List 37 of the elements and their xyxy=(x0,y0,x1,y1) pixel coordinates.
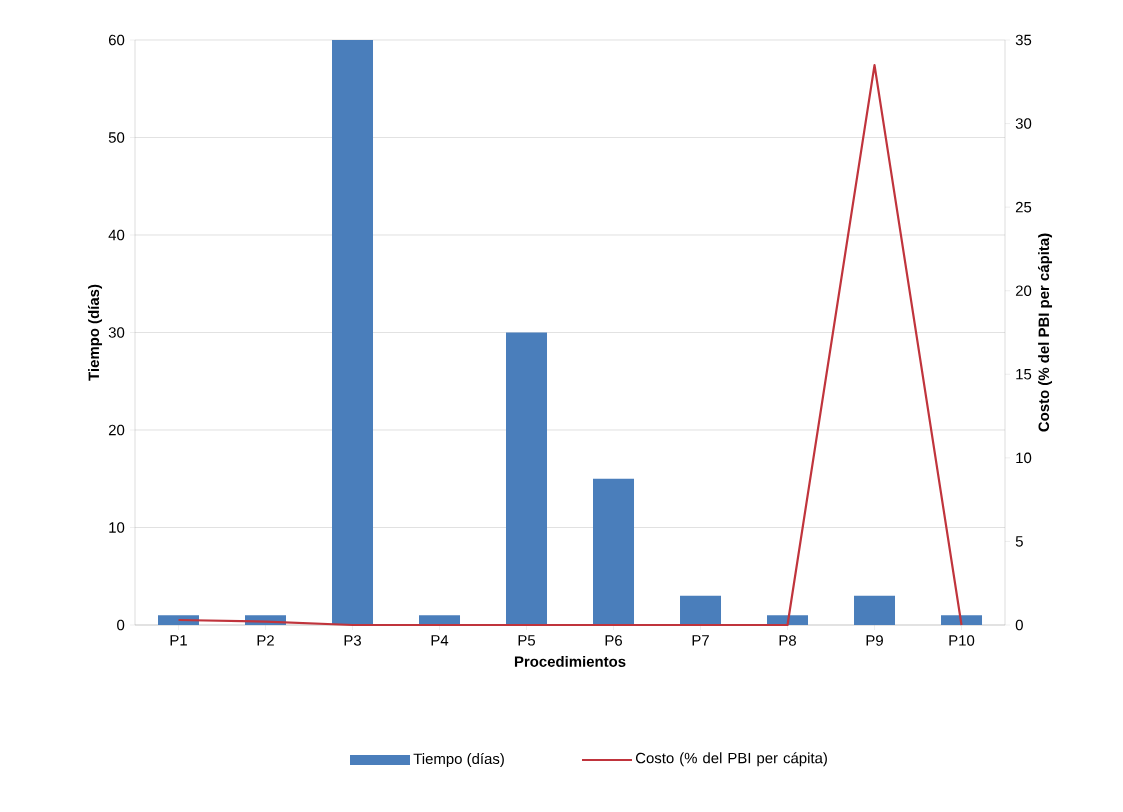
y2-tick-label: 20 xyxy=(1015,285,1032,296)
y2-tick-label: 30 xyxy=(1015,118,1032,129)
x-tick-label: P3 xyxy=(344,635,361,646)
y-tick-label: 50 xyxy=(108,132,125,143)
x-tick-label: P6 xyxy=(605,635,622,646)
y2-tick-label: 5 xyxy=(1015,536,1023,547)
legend-label: Tiempo (días) xyxy=(413,752,504,768)
y2-tick-label: 10 xyxy=(1016,452,1032,464)
y2-tick-label: 0 xyxy=(1015,619,1023,631)
x-tick-label: P4 xyxy=(431,635,449,646)
y2-tick-label: 15 xyxy=(1016,369,1032,380)
bar xyxy=(854,595,896,625)
y2-axis-title: Costo (% del PBI per cápita) xyxy=(1037,233,1053,432)
bar xyxy=(767,615,809,625)
legend-label: Costo (% del PBI per cápita) xyxy=(635,752,827,767)
y-tick-label: 10 xyxy=(109,522,125,533)
x-tick-label: P10 xyxy=(949,635,975,646)
x-tick-label: P5 xyxy=(518,635,536,646)
bar xyxy=(506,332,547,625)
x-axis-title: Procedimientos xyxy=(514,655,626,667)
y-tick-label: 30 xyxy=(108,327,125,338)
y-tick-label: 60 xyxy=(108,34,125,46)
x-tick-label: P8 xyxy=(779,635,796,646)
y-tick-label: 40 xyxy=(108,229,125,241)
bar xyxy=(680,595,722,625)
bar xyxy=(593,478,635,625)
x-tick-label: P1 xyxy=(170,635,187,646)
x-tick-label: P7 xyxy=(692,635,709,646)
bar xyxy=(332,39,373,625)
y-axis-title: Tiempo (días) xyxy=(87,284,103,381)
y2-tick-label: 25 xyxy=(1015,201,1032,213)
y2-tick-label: 35 xyxy=(1015,34,1032,46)
x-tick-label: P9 xyxy=(866,635,883,646)
y-tick-label: 20 xyxy=(108,424,125,436)
x-tick-label: P2 xyxy=(257,635,274,646)
bar xyxy=(941,615,983,625)
y-tick-label: 0 xyxy=(117,619,125,631)
